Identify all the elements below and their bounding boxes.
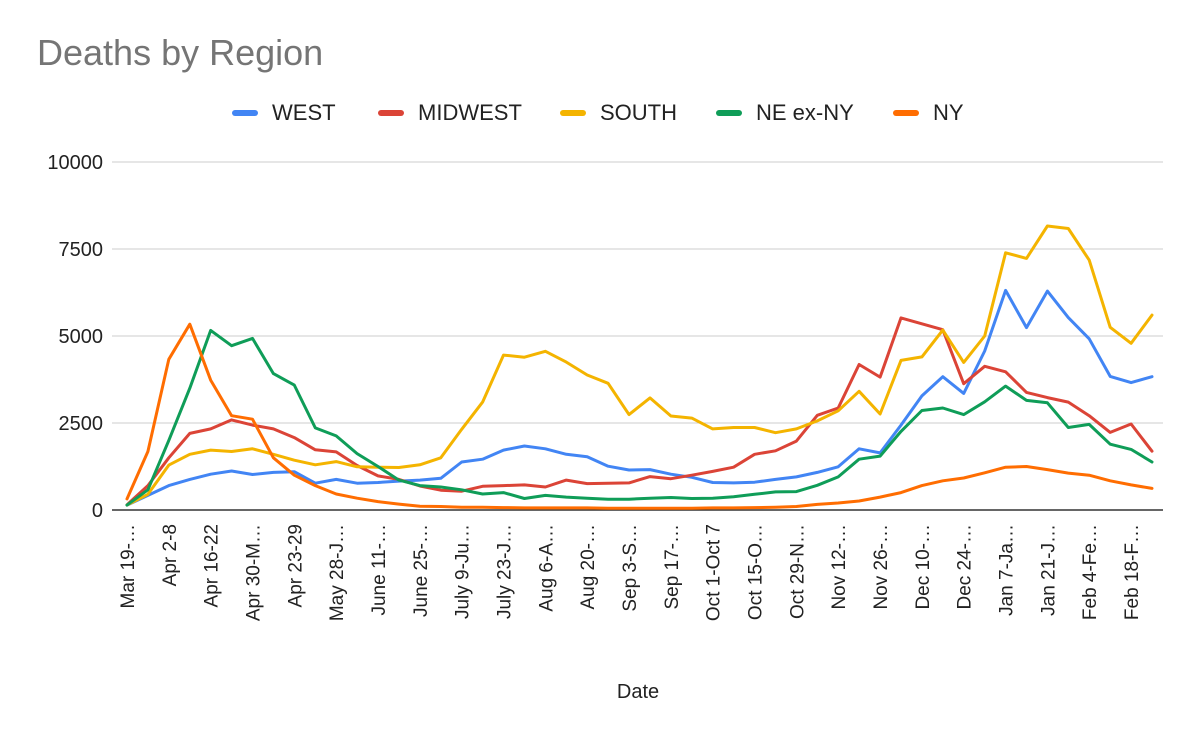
legend-item: SOUTH: [560, 98, 677, 128]
legend-swatch: [560, 110, 586, 116]
x-tick-label: Sep 17-…: [662, 524, 683, 610]
x-tick-label: Aug 20-…: [578, 524, 599, 610]
x-tick-label: Dec 10-…: [913, 524, 934, 610]
x-tick-label: Apr 30-M…: [244, 524, 265, 621]
legend-label: SOUTH: [600, 100, 677, 125]
x-axis-ticks: Mar 19-… Apr 2-8 Apr 16-22 Apr 30-M… Apr 23-…: [118, 524, 1143, 621]
chart-title: Deaths by Region: [37, 32, 324, 73]
legend-label: NE ex-NY: [756, 100, 854, 125]
series-line-ny: [125, 322, 1154, 510]
gridlines: [112, 161, 1163, 511]
x-tick-label: June 11-…: [369, 524, 390, 616]
series-line-ne-ex-ny: [125, 328, 1154, 507]
x-tick-label: Apr 2-8: [160, 524, 181, 586]
legend-swatch: [378, 110, 404, 116]
x-tick-label: Nov 26-…: [871, 524, 892, 610]
x-tick-label: Aug 6-A…: [536, 524, 557, 612]
x-tick-label: July 9-Ju…: [453, 524, 474, 619]
x-tick-label: Jan 7-Ja…: [997, 524, 1018, 616]
x-tick-label: Oct 29-N…: [787, 524, 808, 619]
x-tick-label: Feb 18-F…: [1122, 524, 1143, 620]
legend-swatch: [716, 110, 742, 116]
legend-item: WEST: [232, 98, 336, 128]
x-tick-label: Apr 23-29: [285, 524, 306, 607]
x-tick-label: Feb 4-Fe…: [1080, 524, 1101, 620]
x-tick-label: Oct 1-Oct 7: [704, 524, 725, 621]
y-tick-label: 10000: [47, 152, 103, 174]
legend-item: NY: [893, 98, 964, 128]
legend-item: NE ex-NY: [716, 98, 854, 128]
series-line-west: [125, 288, 1154, 507]
legend-item: MIDWEST: [378, 98, 522, 128]
x-tick-label: Apr 16-22: [202, 524, 223, 607]
x-tick-label: Sep 3-S…: [620, 524, 641, 612]
y-axis-ticks: 0 2500 5000 7500 10000: [47, 152, 103, 522]
x-tick-label: Nov 12-…: [829, 524, 850, 610]
x-tick-label: Oct 15-O…: [746, 524, 767, 620]
x-tick-label: May 28-J…: [327, 524, 348, 621]
x-axis-title: Date: [617, 681, 659, 703]
x-tick-label: July 23-J…: [495, 524, 516, 619]
x-tick-label: Dec 24-…: [955, 524, 976, 610]
x-tick-label: Jan 21-J…: [1038, 524, 1059, 616]
y-tick-label: 5000: [59, 326, 104, 348]
series-line-midwest: [125, 316, 1154, 507]
legend-label: NY: [933, 100, 964, 125]
y-tick-label: 2500: [59, 413, 104, 435]
series-line-south: [125, 224, 1154, 507]
legend-label: MIDWEST: [418, 100, 522, 125]
x-tick-label: Mar 19-…: [118, 524, 139, 608]
x-tick-label: June 25-…: [411, 524, 432, 617]
y-tick-label: 0: [92, 500, 103, 522]
legend-label: WEST: [272, 100, 336, 125]
legend-swatch: [893, 110, 919, 116]
legend-swatch: [232, 110, 258, 116]
y-tick-label: 7500: [59, 239, 104, 261]
series-lines: [125, 224, 1154, 510]
chart-legend: WEST MIDWEST SOUTH NE ex-NY NY: [0, 98, 1200, 128]
